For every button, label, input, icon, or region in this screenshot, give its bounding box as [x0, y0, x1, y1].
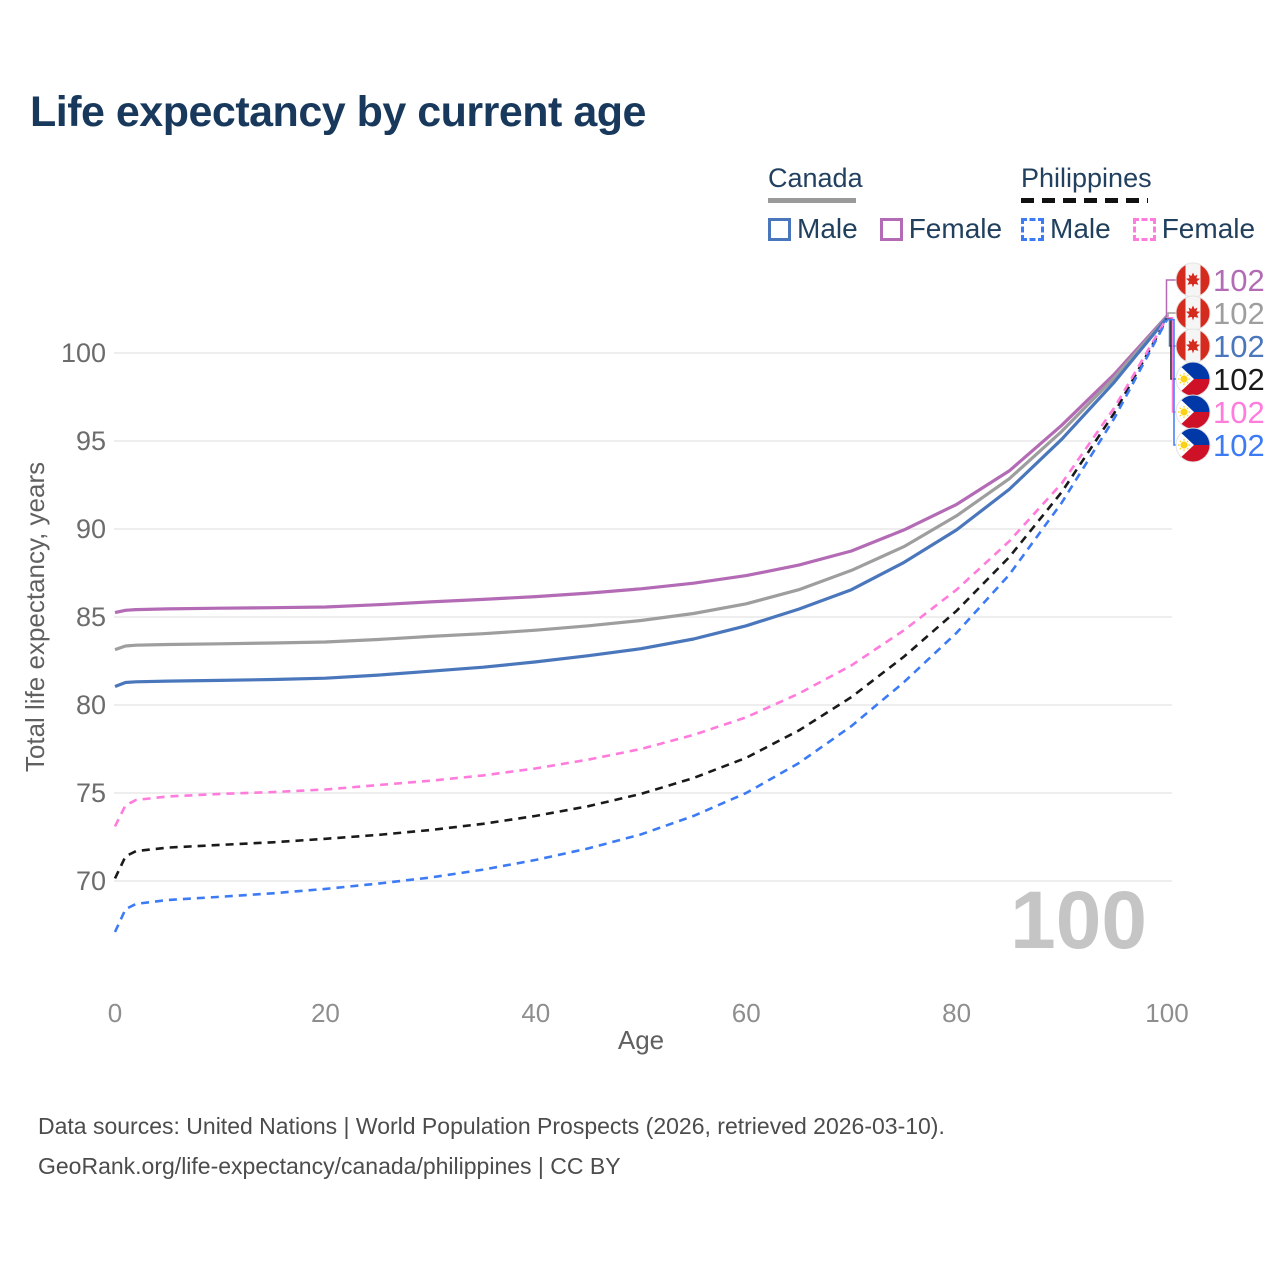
y-tick-label: 100 — [61, 338, 106, 368]
end-label-leader-line — [1167, 318, 1176, 446]
legend-item-philippines-female[interactable]: Female — [1132, 213, 1256, 245]
page-title: Life expectancy by current age — [30, 88, 646, 136]
canada-line-style-sample — [768, 198, 856, 203]
age-watermark: 100 — [1010, 875, 1147, 966]
legend-country-label-canada: Canada — [768, 163, 863, 193]
canada-flag-icon — [1175, 262, 1211, 298]
philippines-female-swatch-icon — [1132, 217, 1156, 241]
series-end-value: 102 — [1213, 263, 1265, 298]
legend-item-label: Female — [908, 213, 1003, 244]
y-tick-label: 75 — [76, 778, 106, 808]
canada-female-swatch-icon — [879, 217, 903, 241]
canada-male-swatch-icon — [768, 217, 791, 241]
x-tick-label: 80 — [942, 998, 971, 1028]
end-label-leader-line — [1165, 279, 1176, 317]
philippines-line-style-sample — [1021, 198, 1148, 203]
series-line-canada-total — [114, 315, 1169, 652]
philippines-flag-icon — [1175, 394, 1211, 430]
footer: Data sources: United Nations | World Pop… — [38, 1106, 945, 1186]
x-axis-title: Age — [618, 1025, 664, 1055]
legend-country-label-philippines: Philippines — [1021, 163, 1152, 193]
series-end-value: 102 — [1213, 428, 1265, 463]
legend-item-label: Female — [1161, 213, 1256, 244]
x-tick-label: 40 — [521, 998, 550, 1028]
philippines-male-swatch-icon — [1021, 217, 1044, 241]
legend-item-philippines-male[interactable]: Male — [1021, 213, 1111, 245]
x-tick-label: 20 — [311, 998, 340, 1028]
canada-flag-icon — [1175, 328, 1211, 364]
series-line-philippines-female — [113, 317, 1169, 827]
footer-url-line: GeoRank.org/life-expectancy/canada/phili… — [38, 1153, 621, 1179]
y-tick-label: 95 — [76, 426, 106, 456]
legend-item-label: Male — [797, 213, 858, 244]
series-end-value: 102 — [1213, 329, 1265, 364]
y-axis-title: Total life expectancy, years — [20, 462, 50, 772]
legend-item-canada-female[interactable]: Female — [879, 213, 1003, 245]
philippines-flag-icon — [1175, 427, 1211, 463]
philippines-flag-icon — [1175, 361, 1211, 397]
end-label-leader-line — [1167, 312, 1176, 318]
x-tick-label: 60 — [732, 998, 761, 1028]
canada-flag-icon — [1175, 295, 1211, 331]
y-tick-label: 85 — [76, 602, 106, 632]
y-tick-label: 70 — [76, 866, 106, 896]
x-tick-label: 0 — [108, 998, 122, 1028]
footer-source-line: Data sources: United Nations | World Pop… — [38, 1113, 945, 1139]
legend-group-philippines: Philippines Male Female — [1021, 163, 1277, 245]
series-line-philippines-male — [113, 318, 1169, 933]
series-line-canada-male — [114, 316, 1169, 688]
series-end-value: 102 — [1213, 395, 1265, 430]
series-line-canada-female — [114, 314, 1169, 615]
legend-row-canada: Male Female — [768, 213, 1024, 245]
legend-item-canada-male[interactable]: Male — [768, 213, 858, 245]
x-tick-label: 100 — [1145, 998, 1188, 1028]
legend-item-label: Male — [1050, 213, 1111, 244]
series-end-value: 102 — [1213, 362, 1265, 397]
legend-group-canada: Canada Male Female — [768, 163, 1024, 245]
y-tick-label: 90 — [76, 514, 106, 544]
series-end-value: 102 — [1213, 296, 1265, 331]
y-tick-label: 80 — [76, 690, 106, 720]
series-line-philippines-total — [113, 318, 1169, 879]
legend-row-philippines: Male Female — [1021, 213, 1277, 245]
